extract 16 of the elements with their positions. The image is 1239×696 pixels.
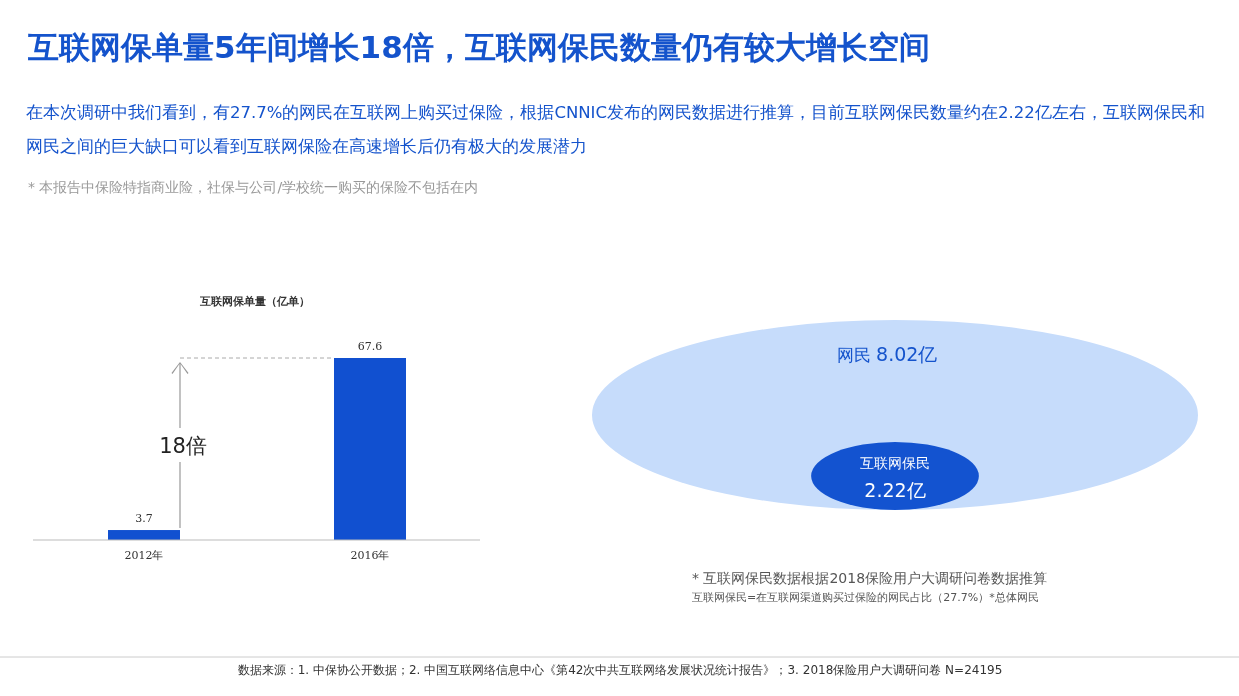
text: 互联网保民=在互联网渠道购买过保险的网民占比（27.7%）*总体网民 — [692, 591, 1039, 604]
source-note: 数据来源：1. 中保协公开数据；2. 中国互联网络信息中心《第42次中共互联网络发展状况统计报告》；3. 2018保险用户大调研问卷 N=24195 — [237, 663, 1003, 677]
data-label: 8.02亿 — [876, 343, 938, 365]
x-tick-label: 2016年 — [350, 549, 390, 562]
annotation: 18倍 — [159, 434, 207, 458]
data-label: 67.6 — [357, 340, 383, 353]
chart-title: 互联网保单量（亿单） — [199, 295, 310, 308]
data-label: 2.22亿 — [864, 479, 926, 501]
category-label: 网民 — [836, 345, 877, 365]
text: * 本报告中保险特指商业险，社保与公司/学校统一购买的保险不包括在内 — [28, 179, 479, 195]
category-label: 互联网保民 — [860, 455, 930, 471]
data-label: 3.7 — [135, 512, 153, 526]
x-tick-label: 2012年 — [124, 549, 164, 562]
text: 在本次调研中我们看到，有27.7%的网民在互联网上购买过保险，根据CNNIC发布的网民数据进行推算，目前互联网保民数量约在2.22亿左右，互联网保民和网民之间的巨大缺口可以看到互联网保险在高速增长后仍有极大的发展潜力 — [26, 102, 1206, 158]
text: * 互联网保民数据根据2018保险用户大调研问卷数据推算 — [692, 570, 1048, 586]
text: 互联网保单量5年间增长18倍，互联网保民数量仍有较大增长空间 — [27, 29, 930, 65]
